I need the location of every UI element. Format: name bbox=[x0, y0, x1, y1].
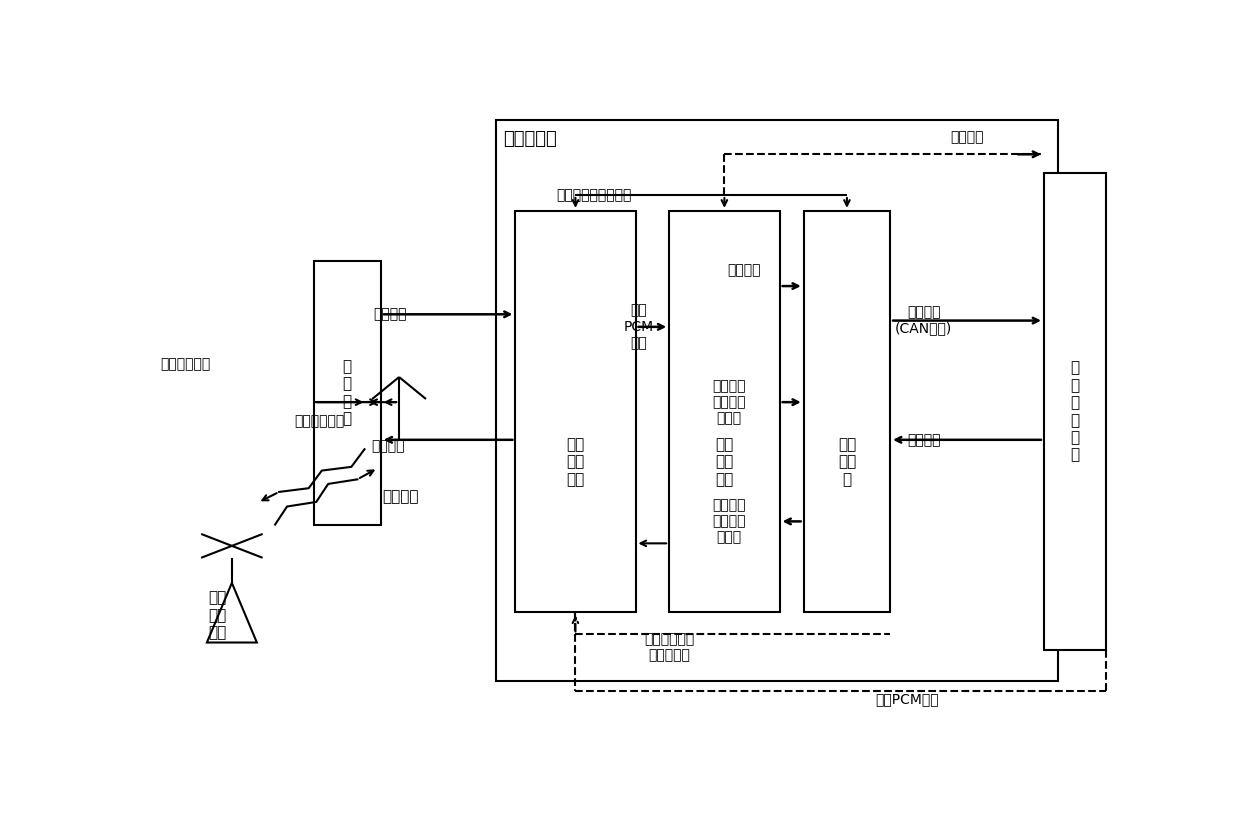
Bar bbox=[516, 211, 635, 612]
Bar bbox=[1044, 173, 1106, 650]
Bar bbox=[496, 120, 1058, 681]
Text: 上行遥控: 上行遥控 bbox=[373, 307, 407, 321]
Text: 遥控
处理
模块: 遥控 处理 模块 bbox=[715, 437, 734, 487]
Text: 上行射频信号: 上行射频信号 bbox=[294, 414, 345, 428]
Text: 遥控处理
模块自测
试结果: 遥控处理 模块自测 试结果 bbox=[712, 379, 745, 425]
Text: 扩频处理模块
自测试信号: 扩频处理模块 自测试信号 bbox=[644, 632, 694, 662]
Text: 测控应答机: 测控应答机 bbox=[503, 130, 557, 148]
Text: 遥控处理
模块自测
试信号: 遥控处理 模块自测 试信号 bbox=[712, 498, 745, 544]
Text: 下行射频信号: 下行射频信号 bbox=[160, 358, 210, 372]
Text: 地面
测试
设备: 地面 测试 设备 bbox=[208, 591, 227, 641]
Text: 下位
机模
块: 下位 机模 块 bbox=[838, 437, 856, 487]
Bar bbox=[804, 211, 890, 612]
Text: 星
务
管
理
单
元: 星 务 管 理 单 元 bbox=[1070, 360, 1080, 463]
Text: 遥控
PCM
数据: 遥控 PCM 数据 bbox=[624, 304, 653, 350]
Bar bbox=[670, 211, 780, 612]
Text: 间接指令
(CAN总线): 间接指令 (CAN总线) bbox=[895, 306, 952, 336]
Text: 测控天线: 测控天线 bbox=[382, 489, 418, 504]
Text: 遥控注数: 遥控注数 bbox=[950, 130, 983, 143]
Bar bbox=[314, 261, 381, 525]
Text: 直接指令: 直接指令 bbox=[728, 263, 761, 277]
Text: 下行遥测: 下行遥测 bbox=[372, 439, 405, 453]
Text: 遥测PCM数据: 遥测PCM数据 bbox=[875, 692, 940, 706]
Text: 扩频处理自测试结果: 扩频处理自测试结果 bbox=[557, 188, 632, 202]
Text: 遥测采集: 遥测采集 bbox=[906, 433, 941, 447]
Text: 微
波
网
络: 微 波 网 络 bbox=[342, 359, 352, 426]
Text: 扩频
处理
模块: 扩频 处理 模块 bbox=[567, 437, 584, 487]
